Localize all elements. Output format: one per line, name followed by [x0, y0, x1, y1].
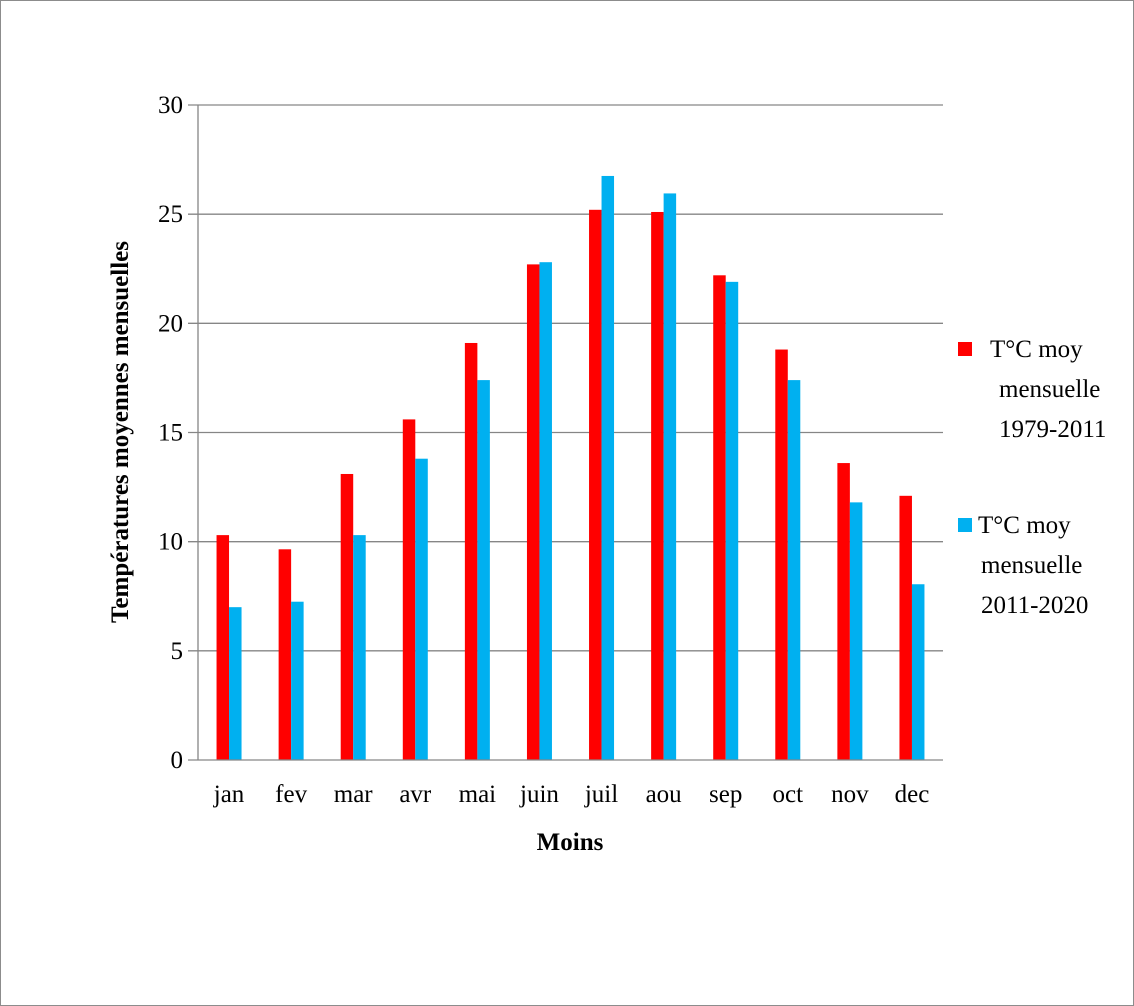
y-tick-label: 5: [171, 638, 184, 665]
y-axis-title: Températures moyennes mensuelles: [107, 241, 134, 623]
x-tick-label: juil: [584, 781, 618, 808]
bar-series-1: [526, 264, 540, 760]
bar-series-1: [402, 419, 416, 760]
bars: [216, 175, 925, 761]
bar-series-1: [713, 275, 726, 760]
legend-label-line: T°C moy: [990, 336, 1083, 363]
legend-label-line: mensuelle: [981, 552, 1082, 579]
bar-series-2: [601, 175, 615, 761]
bar-series-2: [663, 193, 677, 761]
legend: T°C moy mensuelle 1979-2011 T°C moy mensuell…: [958, 336, 1106, 619]
bar-series-1: [899, 495, 912, 760]
y-tick-labels: 0 5 10 15 20 25 30: [158, 92, 183, 774]
legend-label-line: T°C moy: [978, 512, 1071, 539]
x-tick-label: nov: [831, 781, 869, 808]
bar-series-1: [278, 549, 292, 760]
legend-label-line: mensuelle: [999, 376, 1100, 403]
x-tick-label: mai: [459, 781, 497, 808]
axes: [188, 105, 943, 761]
y-tick-label: 15: [158, 420, 183, 447]
x-tick-label: jan: [213, 781, 245, 808]
x-tick-label: mar: [334, 781, 374, 808]
legend-label-line: 2011-2020: [981, 592, 1088, 619]
bar-series-1: [464, 342, 478, 760]
bar-series-2: [353, 535, 366, 760]
legend-swatch: [958, 342, 972, 356]
x-tick-labels: jan fev mar avr mai juin juil aou sep oct nov dec: [213, 781, 930, 808]
legend-label-line: 1979-2011: [999, 416, 1106, 443]
x-axis-title: Moins: [537, 829, 604, 856]
x-tick-label: avr: [399, 781, 432, 808]
x-tick-label: dec: [895, 781, 930, 808]
gridlines: [188, 104, 943, 652]
bar-series-2: [415, 458, 428, 760]
bar-series-2: [229, 607, 242, 760]
x-tick-label: sep: [709, 781, 742, 808]
x-tick-label: aou: [646, 781, 683, 808]
y-tick-label: 30: [158, 92, 183, 119]
bar-series-2: [291, 601, 304, 760]
bar-series-2: [477, 380, 490, 760]
bar-series-1: [837, 463, 850, 760]
legend-swatch: [958, 518, 972, 532]
bar-series-1: [216, 535, 230, 760]
bar-series-2: [849, 502, 863, 760]
bar-series-1: [775, 349, 788, 760]
bar-series-1: [651, 211, 664, 760]
bar-series-2: [539, 262, 552, 760]
bar-series-2: [787, 380, 801, 760]
x-tick-label: oct: [773, 781, 804, 808]
y-tick-label: 20: [158, 310, 183, 337]
bar-series-1: [589, 209, 602, 761]
bar-series-2: [725, 281, 739, 760]
x-tick-label: fev: [275, 781, 307, 808]
bar-series-2: [911, 584, 925, 760]
bar-series-1: [340, 473, 354, 760]
y-tick-label: 10: [158, 529, 183, 556]
y-tick-label: 0: [171, 747, 184, 774]
x-tick-label: juin: [519, 781, 559, 808]
y-tick-label: 25: [158, 201, 183, 228]
